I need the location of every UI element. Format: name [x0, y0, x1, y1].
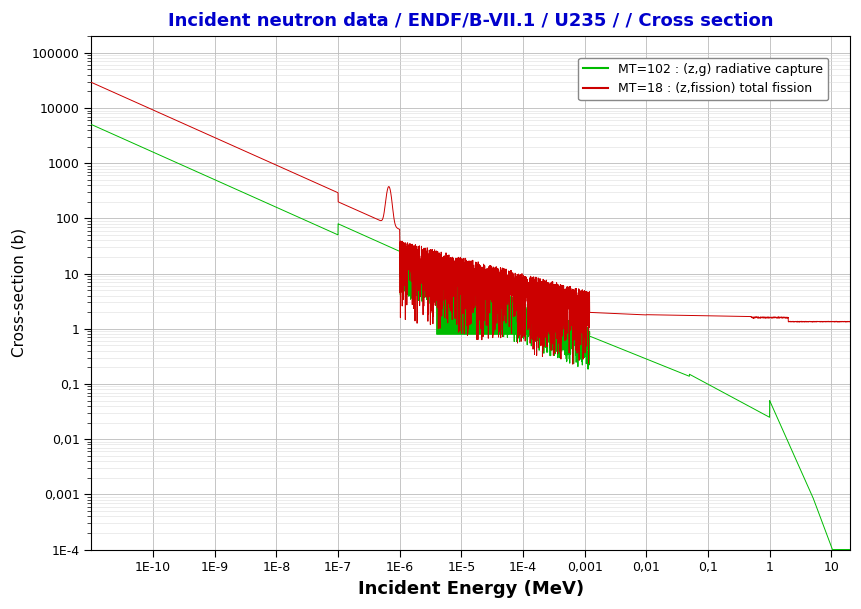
MT=18 : (z,fission) total fission: (4.15e-11, 1.43e+04): (z,fission) total fission: (4.15e-11, 1.…	[124, 96, 134, 103]
MT=18 : (z,fission) total fission: (0.0599, 1.74): (z,fission) total fission: (0.0599, 1.74…	[689, 312, 699, 319]
MT=102 : (z,g) radiative capture: (0.0597, 0.135): (z,g) radiative capture: (0.0597, 0.135)	[689, 373, 699, 381]
MT=102 : (z,g) radiative capture: (0.000653, 0.46): (z,g) radiative capture: (0.000653, 0.46…	[568, 343, 579, 351]
X-axis label: Incident Energy (MeV): Incident Energy (MeV)	[357, 580, 584, 598]
MT=102 : (z,g) radiative capture: (0.0132, 0.251): (z,g) radiative capture: (0.0132, 0.251)	[648, 358, 659, 365]
MT=18 : (z,fission) total fission: (0.0132, 1.79): (z,fission) total fission: (0.0132, 1.79…	[648, 311, 659, 319]
MT=18 : (z,fission) total fission: (20, 1.34): (z,fission) total fission: (20, 1.34)	[845, 318, 855, 325]
MT=18 : (z,fission) total fission: (2.84e-07, 119): (z,fission) total fission: (2.84e-07, 11…	[361, 211, 371, 218]
MT=18 : (z,fission) total fission: (0.000656, 2.25): (z,fission) total fission: (0.000656, 2.…	[568, 306, 579, 313]
MT=102 : (z,g) radiative capture: (4.15e-11, 2.47e+03): (z,g) radiative capture: (4.15e-11, 2.47…	[124, 138, 134, 145]
Y-axis label: Cross-section (b): Cross-section (b)	[11, 228, 26, 357]
MT=102 : (z,g) radiative capture: (10.4, 0.0001): (z,g) radiative capture: (10.4, 0.0001)	[827, 546, 838, 553]
Legend: MT=102 : (z,g) radiative capture, MT=18 : (z,fission) total fission: MT=102 : (z,g) radiative capture, MT=18 …	[579, 58, 828, 100]
Title: Incident neutron data / ENDF/B-VII.1 / U235 / / Cross section: Incident neutron data / ENDF/B-VII.1 / U…	[168, 11, 773, 29]
MT=102 : (z,g) radiative capture: (0.00019, 1.36): (z,g) radiative capture: (0.00019, 1.36)	[535, 318, 545, 325]
Line: MT=18 : (z,fission) total fission: MT=18 : (z,fission) total fission	[91, 82, 850, 364]
MT=102 : (z,g) radiative capture: (20, 0.0001): (z,g) radiative capture: (20, 0.0001)	[845, 546, 855, 553]
MT=102 : (z,g) radiative capture: (2.84e-07, 47.5): (z,g) radiative capture: (2.84e-07, 47.5…	[361, 233, 371, 240]
Line: MT=102 : (z,g) radiative capture: MT=102 : (z,g) radiative capture	[91, 124, 850, 549]
MT=102 : (z,g) radiative capture: (1e-11, 5.03e+03): (z,g) radiative capture: (1e-11, 5.03e+0…	[86, 121, 96, 128]
MT=18 : (z,fission) total fission: (0.00019, 4.64): (z,fission) total fission: (0.00019, 4.6…	[535, 289, 545, 296]
MT=18 : (z,fission) total fission: (0.000642, 0.228): (z,fission) total fission: (0.000642, 0.…	[567, 361, 578, 368]
MT=18 : (z,fission) total fission: (1e-11, 2.92e+04): (z,fission) total fission: (1e-11, 2.92e…	[86, 79, 96, 86]
